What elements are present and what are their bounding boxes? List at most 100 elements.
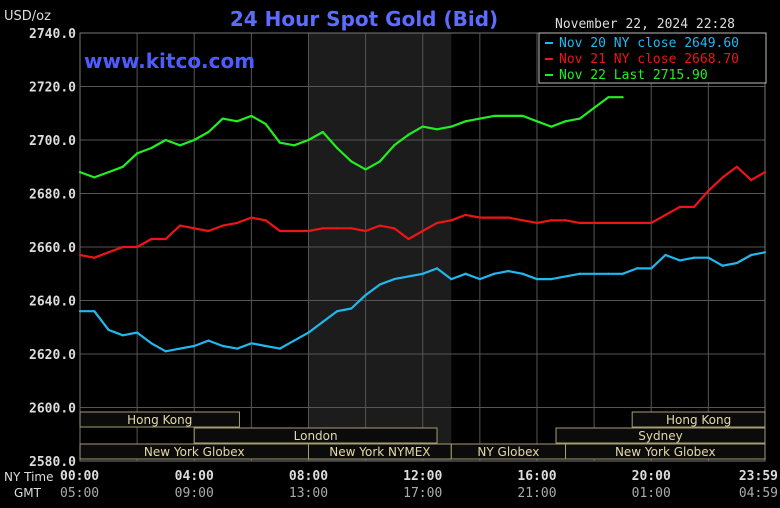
data-point (250, 216, 253, 219)
data-point (521, 272, 524, 275)
data-point (107, 251, 110, 254)
data-point (307, 331, 310, 334)
data-point (307, 229, 310, 233)
data-point (578, 221, 581, 225)
data-point (278, 141, 282, 144)
x-tick-label-gmt: 13:00 (289, 486, 328, 501)
data-point (293, 229, 296, 233)
chart-title: 24 Hour Spot Gold (Bid) (230, 7, 498, 31)
data-point (707, 189, 710, 192)
data-point (593, 106, 596, 109)
data-point (264, 344, 267, 348)
data-point (407, 275, 410, 278)
data-point (550, 278, 553, 281)
data-point (692, 205, 696, 208)
data-point (164, 237, 167, 241)
data-point (78, 171, 82, 174)
data-point (193, 138, 196, 142)
data-point (193, 344, 196, 348)
data-point (136, 152, 139, 155)
x-tick-label-gmt: 21:00 (517, 486, 556, 501)
y-tick-label: 2680.0 (29, 188, 76, 203)
data-point (107, 171, 110, 174)
x-tick-label-gmt: 17:00 (403, 486, 442, 501)
session-box (565, 443, 766, 460)
data-point (364, 294, 367, 297)
data-point (364, 229, 367, 233)
data-point (421, 272, 424, 275)
ny-time-label: NY Time (4, 470, 54, 484)
data-point (207, 130, 210, 134)
legend-label: Nov 20 NY close 2649.60 (559, 36, 739, 51)
x-tick-label-gmt: 09:00 (175, 486, 214, 501)
data-point (763, 171, 767, 174)
data-point (593, 221, 596, 225)
data-point (178, 144, 182, 147)
x-tick-label-ny: 08:00 (289, 469, 328, 484)
data-point (78, 310, 82, 313)
data-point (763, 251, 767, 254)
series-layer (78, 96, 767, 353)
data-point (564, 275, 567, 278)
data-point (578, 272, 581, 275)
data-point (93, 256, 96, 259)
session-label: New York Globex (144, 445, 245, 459)
data-point (350, 160, 353, 163)
data-point (435, 221, 439, 225)
data-point (750, 253, 753, 257)
data-point (535, 221, 539, 225)
data-point (621, 221, 624, 225)
legend-label: Nov 21 NY close 2668.70 (559, 52, 739, 67)
data-point (293, 144, 296, 147)
data-point (335, 227, 339, 230)
data-point (678, 259, 681, 262)
data-point (535, 278, 539, 281)
data-point (692, 256, 696, 259)
legend-label: Nov 22 Last 2715.90 (559, 68, 708, 83)
data-point (221, 224, 224, 227)
data-point (635, 267, 639, 270)
data-point (421, 125, 424, 128)
y-tick-label: 2580.0 (29, 455, 76, 470)
market-sessions: Hong Kong Hong Kong London Sydney New York G… (79, 411, 766, 460)
data-point (435, 128, 439, 131)
data-point (535, 120, 539, 123)
data-point (178, 224, 182, 227)
data-point (164, 350, 167, 353)
data-point (721, 176, 724, 179)
data-point (235, 120, 239, 123)
data-point (750, 179, 753, 182)
data-point (607, 221, 610, 225)
data-point (650, 221, 653, 225)
data-point (307, 138, 310, 142)
data-point (378, 224, 381, 227)
data-point (464, 120, 467, 123)
data-point (136, 245, 139, 249)
data-point (235, 221, 239, 225)
data-point (178, 347, 182, 350)
x-tick-label-gmt: 05:00 (60, 486, 99, 501)
data-point (350, 227, 353, 230)
data-point (664, 253, 667, 257)
data-point (493, 216, 496, 219)
y-axis-unit-label: USD/oz (4, 9, 51, 24)
y-tick-label: 2640.0 (29, 295, 76, 310)
data-point (564, 120, 567, 123)
data-point (250, 342, 253, 345)
x-tick-label-ny: 12:00 (403, 469, 442, 484)
x-tick-label-gmt: 04:59 (739, 486, 778, 501)
data-point (407, 133, 410, 136)
data-point (107, 328, 110, 332)
data-point (393, 144, 396, 147)
session-label: NY Globex (477, 445, 539, 459)
session-label: Sydney (638, 429, 682, 443)
data-point (464, 213, 467, 216)
data-point (635, 221, 639, 225)
axis-labels: 2740.0 2720.0 2700.0 2680.0 2660.0 2640.0 2620… (29, 27, 778, 501)
data-point (664, 213, 667, 216)
y-tick-label: 2740.0 (29, 27, 76, 42)
data-point (621, 96, 624, 99)
data-point (121, 334, 124, 337)
data-point (350, 307, 353, 310)
